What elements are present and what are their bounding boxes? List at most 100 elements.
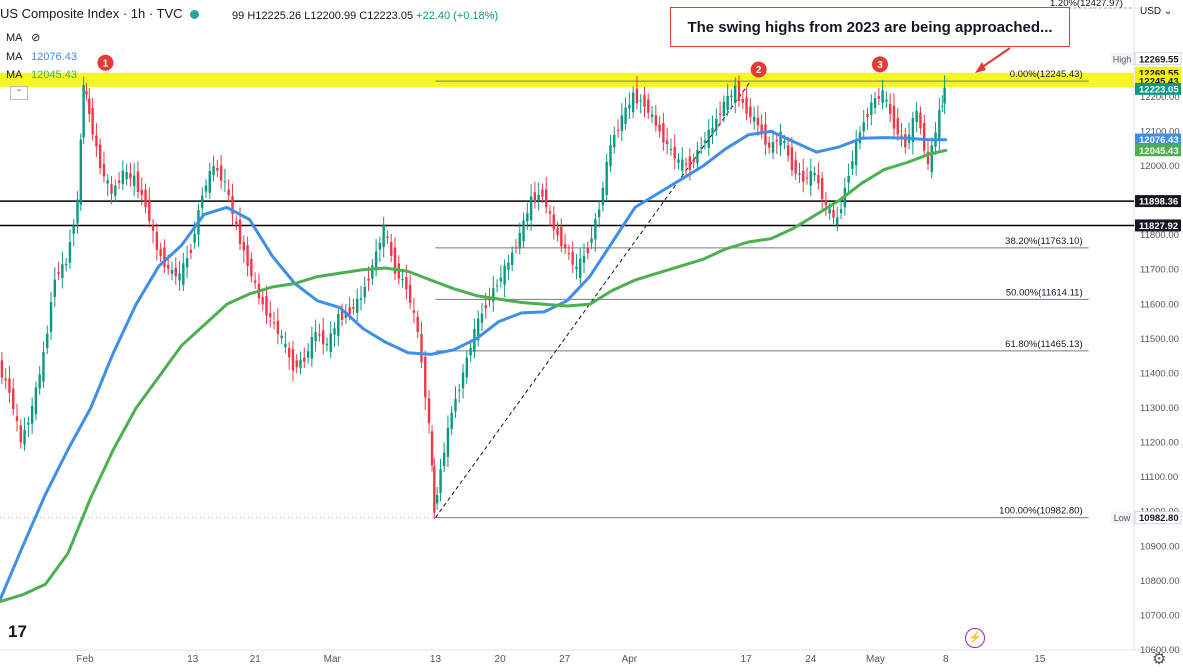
candle-body: [639, 100, 642, 102]
y-tick-label: 10600.00: [1140, 645, 1180, 656]
candle-body: [692, 159, 695, 163]
candle-body: [121, 170, 125, 184]
candle-body: [760, 124, 763, 133]
candle-body: [862, 122, 865, 132]
x-tick-label: 20: [495, 654, 507, 665]
candle-body: [870, 102, 873, 116]
y-tick-label: 10700.00: [1140, 610, 1180, 621]
candle-body: [715, 118, 718, 130]
candle-body: [76, 199, 79, 224]
candle-body: [12, 388, 15, 410]
candle-body: [253, 280, 257, 283]
candle-body: [662, 123, 665, 143]
eye-hidden-icon[interactable]: ⊘: [31, 32, 41, 44]
swing-marker: [750, 61, 767, 78]
candle-body: [352, 307, 355, 309]
candle-body: [605, 161, 608, 195]
candle-body: [303, 357, 306, 362]
tradingview-logo: 17: [8, 622, 27, 641]
candle-body: [261, 297, 264, 305]
candle-body: [734, 85, 737, 103]
candle-body: [19, 425, 22, 443]
candle-body: [287, 348, 291, 358]
candle-body: [61, 264, 64, 279]
candle-body: [359, 298, 363, 300]
candle-body: [276, 320, 280, 334]
ma-legend-1[interactable]: MA 12076.43: [6, 51, 77, 63]
candle-body: [718, 113, 722, 115]
lightning-icon[interactable]: ⚡: [965, 628, 985, 648]
candle-body: [851, 161, 854, 169]
candle-body: [340, 309, 344, 320]
candle-body: [900, 135, 903, 137]
x-tick-label: 24: [805, 654, 817, 665]
candle-body: [681, 159, 684, 171]
candle-body: [613, 134, 616, 148]
candle-body: [703, 140, 707, 144]
candle-body: [412, 310, 416, 313]
candle-body: [488, 298, 491, 301]
price-tag: [1135, 144, 1181, 157]
ma-legend-1-value: 12076.43: [31, 51, 77, 63]
candle-body: [132, 175, 136, 186]
price-tag-label: 12269.55: [1139, 68, 1179, 79]
candle-body: [926, 151, 930, 164]
x-tick-label: Mar: [324, 654, 342, 665]
fib-level-label: 100.00%(10982.80): [999, 506, 1082, 517]
candle-body: [503, 265, 506, 285]
candle-body: [726, 96, 729, 110]
candle-body: [541, 189, 544, 197]
currency-label[interactable]: USD ⌄: [1140, 6, 1173, 17]
candle-body: [250, 258, 253, 277]
candle-body: [136, 171, 140, 193]
candle-body: [518, 233, 521, 249]
candle-body: [174, 267, 177, 277]
x-tick-label: 17: [741, 654, 753, 665]
candle-body: [885, 99, 888, 102]
fib-level-label: 0.00%(12245.43): [1010, 69, 1083, 80]
candle-body: [643, 95, 646, 107]
candle-body: [586, 247, 589, 254]
candle-body: [170, 269, 174, 274]
candle-body: [707, 129, 710, 148]
candle-body: [163, 247, 166, 267]
candle-body: [114, 185, 117, 196]
x-tick-label: May: [866, 654, 885, 665]
candle-body: [159, 248, 162, 256]
symbol-title[interactable]: US Composite Index · 1h · TVC: [0, 6, 183, 21]
candle-body: [514, 247, 518, 249]
price-tag: [1135, 219, 1181, 232]
collapse-legend-icon[interactable]: ⌃: [10, 86, 28, 100]
price-tag-label: 12045.43: [1139, 146, 1179, 157]
candle-body: [711, 127, 714, 134]
candle-body: [507, 262, 510, 270]
candle-body: [129, 173, 132, 179]
candle-body: [106, 180, 109, 184]
candle-body: [227, 189, 230, 196]
candle-body: [272, 322, 276, 324]
swing-marker: [97, 54, 114, 71]
candle-body: [745, 97, 748, 114]
candle-body: [42, 351, 45, 382]
ma-legend-0[interactable]: MA ⊘: [6, 31, 40, 44]
candle-body: [824, 200, 828, 206]
candle-body: [442, 452, 446, 467]
candle-body: [722, 101, 726, 116]
candle-body: [688, 156, 692, 171]
gear-icon[interactable]: ⚙: [1152, 651, 1167, 668]
candle-body: [537, 194, 540, 201]
x-tick-label: 13: [430, 654, 442, 665]
candle-body: [624, 107, 627, 124]
candle-body: [201, 195, 204, 208]
candle-body: [95, 135, 98, 147]
candle-body: [601, 187, 605, 206]
y-tick-label: 11100.00: [1140, 472, 1178, 483]
fib-level-label: 38.20%(11763.10): [1005, 236, 1082, 247]
ma-legend-2[interactable]: MA 12045.43: [6, 69, 77, 81]
candle-body: [314, 331, 317, 342]
candle-body: [167, 264, 170, 269]
candle-body: [182, 263, 185, 285]
candle-body: [495, 285, 499, 287]
price-tag-caption-bg: [1111, 511, 1133, 524]
